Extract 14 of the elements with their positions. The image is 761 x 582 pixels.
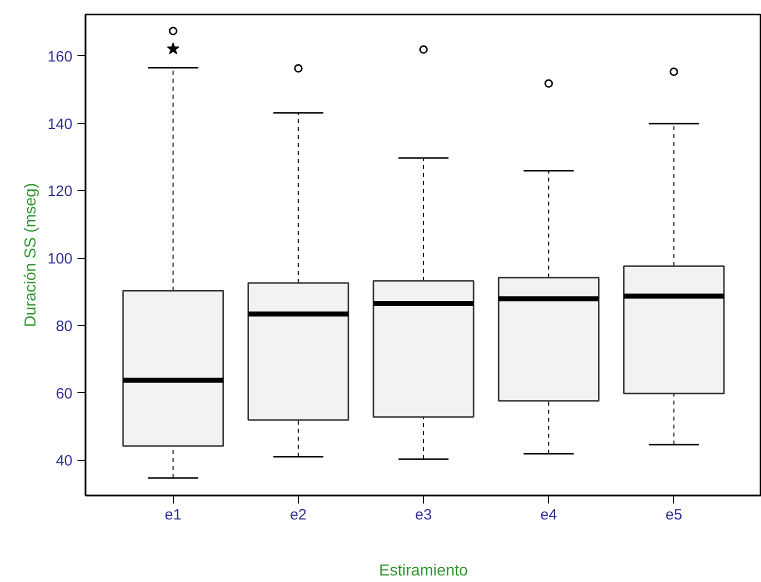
y-tick-label: 140 <box>47 116 73 133</box>
y-tick-label: 160 <box>47 48 73 66</box>
x-tick-label: e4 <box>540 506 558 524</box>
y-tick-label: 80 <box>56 318 73 335</box>
x-tick-label: e3 <box>415 506 432 524</box>
y-axis-title: Duración SS (mseg) <box>22 182 40 328</box>
x-tick-label: e1 <box>164 506 182 524</box>
y-tick-label: 40 <box>56 452 73 470</box>
y-tick-label: 60 <box>56 385 73 402</box>
y-tick-label: 120 <box>47 183 73 200</box>
x-tick-label: e2 <box>290 506 307 524</box>
x-tick-label: e5 <box>666 506 682 524</box>
x-axis-title: Estiramiento <box>379 562 468 580</box>
y-tick-label: 100 <box>47 250 73 268</box>
